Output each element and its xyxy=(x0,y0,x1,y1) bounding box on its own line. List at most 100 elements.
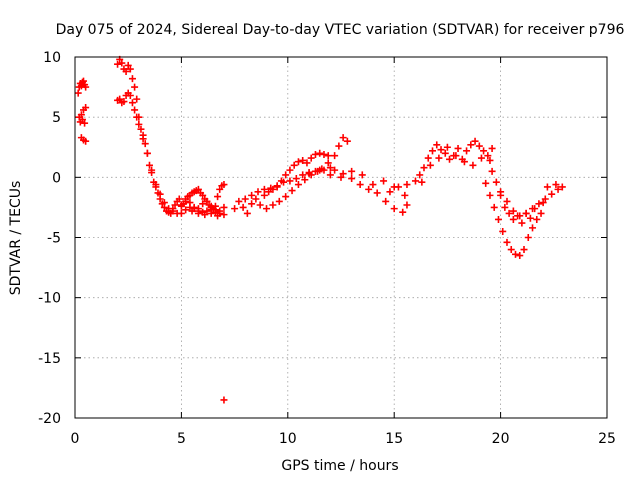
data-point xyxy=(539,199,547,207)
data-point xyxy=(273,182,281,190)
data-point xyxy=(216,207,224,215)
tick-labels: 0 5 10 15 20 25 10 5 0 -5 -10 -15 -20 xyxy=(38,50,616,447)
data-point xyxy=(220,203,228,211)
data-point xyxy=(220,181,228,189)
data-point xyxy=(307,154,315,162)
data-point xyxy=(399,208,407,216)
data-point xyxy=(492,178,500,186)
data-point xyxy=(80,77,88,85)
data-point xyxy=(343,137,351,145)
data-point xyxy=(505,209,513,217)
data-point xyxy=(320,150,328,158)
data-point xyxy=(199,191,207,199)
data-point xyxy=(469,161,477,169)
data-point xyxy=(386,188,394,196)
data-point xyxy=(373,189,381,197)
data-point xyxy=(243,209,251,217)
data-point xyxy=(186,199,194,207)
data-point xyxy=(435,154,443,162)
data-point xyxy=(120,98,128,106)
data-point xyxy=(260,185,268,193)
data-point xyxy=(516,252,524,260)
x-tick-label: 10 xyxy=(279,431,297,447)
data-point xyxy=(533,215,541,223)
data-point xyxy=(543,183,551,191)
data-point xyxy=(420,164,428,172)
data-point xyxy=(128,75,136,83)
data-point xyxy=(77,111,85,119)
data-points xyxy=(74,55,566,404)
data-point xyxy=(207,202,215,210)
data-point xyxy=(269,201,277,209)
data-point xyxy=(203,207,211,215)
data-point xyxy=(220,396,228,404)
data-point xyxy=(126,65,134,73)
data-point xyxy=(488,167,496,175)
data-point xyxy=(535,200,543,208)
data-point xyxy=(326,164,334,172)
y-tick-label: 5 xyxy=(52,110,61,126)
data-point xyxy=(433,141,441,149)
data-point xyxy=(463,147,471,155)
data-point xyxy=(446,155,454,163)
data-point xyxy=(324,152,332,160)
data-point xyxy=(380,177,388,185)
data-point xyxy=(248,191,256,199)
data-point xyxy=(299,156,307,164)
data-point xyxy=(558,183,566,191)
data-point xyxy=(503,197,511,205)
y-axis-title: SDTVAR / TECUs xyxy=(8,181,24,296)
data-point xyxy=(82,137,90,145)
y-tick-label: -15 xyxy=(38,351,61,367)
data-point xyxy=(411,177,419,185)
y-tick-label: -5 xyxy=(47,231,61,247)
data-point xyxy=(124,61,132,69)
data-point xyxy=(339,134,347,142)
data-point xyxy=(199,200,207,208)
data-point xyxy=(141,140,149,148)
data-point xyxy=(358,171,366,179)
data-point xyxy=(201,211,209,219)
data-point xyxy=(335,142,343,150)
data-point xyxy=(356,181,364,189)
data-point xyxy=(171,201,179,209)
data-point xyxy=(426,161,434,169)
data-point xyxy=(131,83,139,91)
x-tick-label: 0 xyxy=(71,431,80,447)
data-point xyxy=(148,166,156,174)
data-point xyxy=(137,125,145,133)
data-point xyxy=(275,197,283,205)
data-point xyxy=(305,169,313,177)
data-point xyxy=(339,170,347,178)
data-point xyxy=(522,209,530,217)
data-point xyxy=(135,120,143,128)
data-point xyxy=(118,59,126,67)
data-point xyxy=(160,199,168,207)
data-point xyxy=(214,212,222,220)
data-point xyxy=(441,149,449,157)
data-point xyxy=(143,149,151,157)
data-point xyxy=(494,215,502,223)
data-point xyxy=(452,152,460,160)
x-tick-label: 5 xyxy=(177,431,186,447)
data-point xyxy=(131,106,139,114)
data-point xyxy=(324,159,332,167)
data-point xyxy=(480,147,488,155)
data-point xyxy=(552,181,560,189)
data-point xyxy=(122,67,130,75)
data-point xyxy=(316,166,324,174)
data-point xyxy=(286,177,294,185)
data-point xyxy=(290,161,298,169)
data-point xyxy=(416,171,424,179)
data-point xyxy=(216,185,224,193)
data-point xyxy=(486,191,494,199)
data-point xyxy=(235,197,243,205)
data-point xyxy=(190,203,198,211)
y-tick-label: -10 xyxy=(38,291,61,307)
y-tick-label: 0 xyxy=(52,170,61,186)
data-point xyxy=(116,95,124,103)
data-point xyxy=(403,181,411,189)
data-point xyxy=(503,238,511,246)
data-point xyxy=(260,191,268,199)
